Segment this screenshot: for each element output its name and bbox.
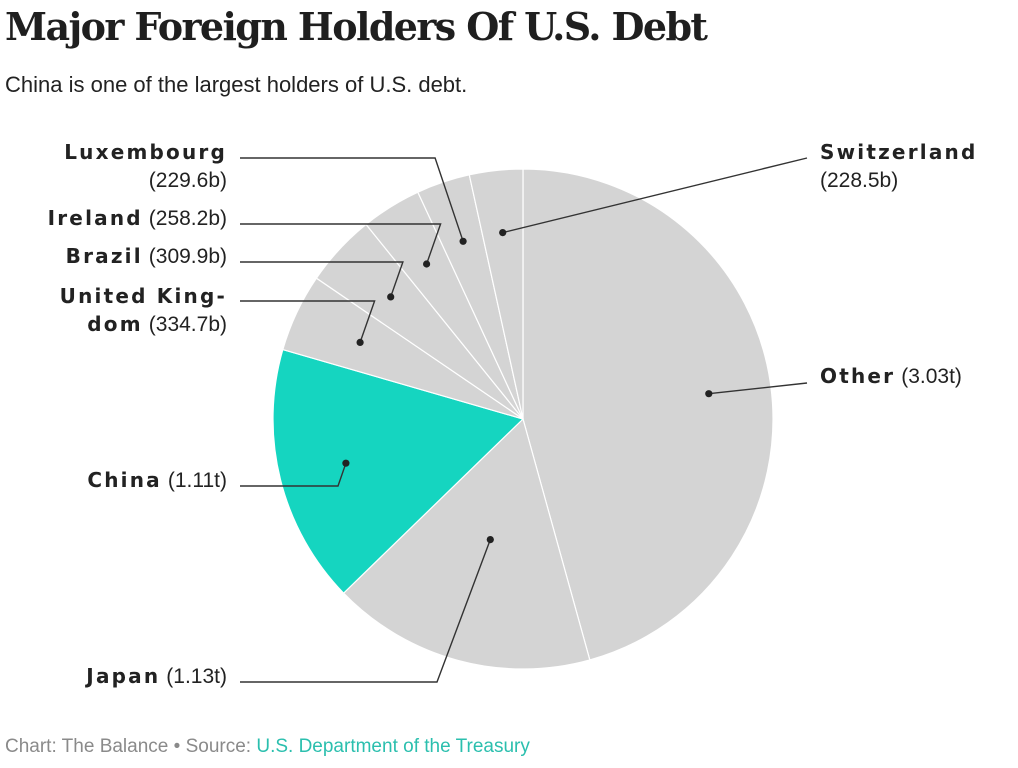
slice-label-luxembourg: Luxembourg: [64, 140, 227, 164]
slice-label-japan: Japan (1.13t): [84, 664, 227, 688]
slice-value-united-kingdom: (334.7b): [149, 313, 227, 336]
slice-name-other: Other: [820, 364, 895, 388]
slice-value-china: (1.11t): [168, 469, 227, 492]
slice-labels: Other (3.03t) Japan (1.13t) China (1.11t) Unit…: [48, 140, 977, 688]
leader-dot-japan: [486, 536, 494, 544]
slice-label-switzerland: Switzerland: [820, 140, 977, 164]
slice-label-united-kingdom: United King-: [60, 284, 227, 308]
slice-value-brazil: (309.9b): [149, 245, 227, 268]
slice-value-switzerland: (228.5b): [820, 169, 898, 192]
slice-name-united-kingdom: dom: [87, 312, 143, 336]
slice-value-japan: (1.13t): [166, 665, 227, 688]
leader-line-united-kingdom: [240, 300, 376, 343]
leader-dot-other: [705, 390, 713, 398]
pie-slices: [272, 168, 774, 670]
slice-label-switzerland: (228.5b): [820, 169, 898, 192]
slice-value-luxembourg: (229.6b): [149, 169, 227, 192]
pie-slice-china: [272, 348, 525, 594]
slice-name-united-kingdom: United King-: [60, 284, 227, 308]
leader-dot-switzerland: [499, 229, 507, 237]
pie-chart: Other (3.03t) Japan (1.13t) China (1.11t) Unit…: [48, 140, 977, 688]
slice-name-ireland: Ireland: [48, 206, 143, 230]
slice-name-brazil: Brazil: [66, 244, 143, 268]
slice-name-luxembourg: Luxembourg: [64, 140, 227, 164]
leader-lines: [240, 157, 808, 683]
chart-title: Major Foreign Holders Of U.S. Debt: [5, 4, 708, 49]
chart-footer: Chart: The Balance • Source: U.S. Depart…: [5, 736, 530, 758]
leader-line-china: [240, 462, 347, 487]
slice-label-china: China (1.11t): [87, 468, 227, 492]
leader-line-switzerland: [502, 157, 808, 234]
leader-line-ireland: [240, 223, 442, 265]
leader-line-brazil: [240, 261, 404, 298]
slice-name-japan: Japan: [84, 664, 160, 688]
leader-dot-brazil: [387, 293, 395, 301]
leader-line-luxembourg: [240, 157, 464, 242]
leader-dot-china: [342, 459, 350, 467]
slice-label-luxembourg: (229.6b): [149, 169, 227, 192]
slice-name-china: China: [87, 468, 162, 492]
slice-label-other: Other (3.03t): [820, 364, 962, 388]
chart-credit: Chart: The Balance: [5, 736, 169, 757]
pie-slice-japan: [342, 417, 591, 670]
slice-label-united-kingdom: dom (334.7b): [87, 312, 227, 336]
chart-subtitle: China is one of the largest holders of U…: [5, 72, 468, 97]
source-link[interactable]: U.S. Department of the Treasury: [256, 736, 530, 757]
pie-slice-other: [522, 168, 774, 661]
footer-separator: •: [173, 736, 181, 757]
leader-line-other: [708, 382, 808, 395]
leader-dot-united-kingdom: [356, 338, 364, 346]
slice-value-ireland: (258.2b): [149, 207, 227, 230]
slice-value-other: (3.03t): [901, 365, 962, 388]
leader-line-japan: [240, 539, 491, 683]
leader-dot-ireland: [423, 260, 431, 268]
slice-name-switzerland: Switzerland: [820, 140, 977, 164]
slice-label-ireland: Ireland (258.2b): [48, 206, 227, 230]
leader-dot-luxembourg: [459, 237, 467, 245]
slice-label-brazil: Brazil (309.9b): [66, 244, 227, 268]
source-label: Source:: [185, 736, 252, 757]
